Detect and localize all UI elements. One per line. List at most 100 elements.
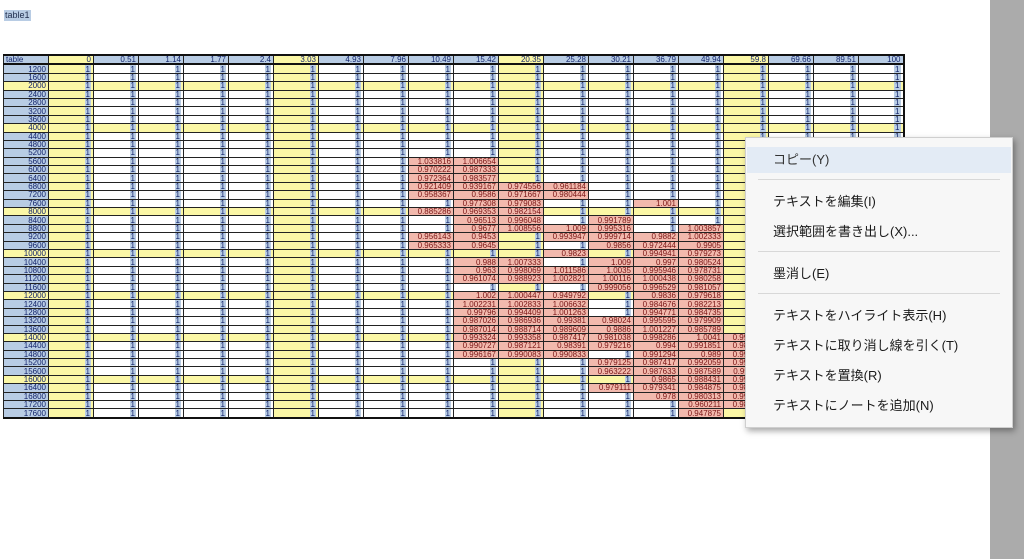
- table-cell: 1: [48, 139, 94, 150]
- cell-value: 1: [174, 224, 181, 233]
- table-cell: 1: [228, 391, 274, 402]
- table-cell: 1: [228, 332, 274, 343]
- table-cell: 1: [228, 274, 274, 284]
- cell-value: 1: [444, 325, 451, 334]
- cell-value: 1: [624, 81, 631, 91]
- table-cell: 1: [318, 265, 364, 276]
- cell-value: 1: [219, 358, 226, 367]
- menu-item-redact[interactable]: 墨消し(E): [773, 266, 830, 281]
- table-cell: 1: [543, 63, 589, 74]
- table-cell: 1: [183, 97, 229, 108]
- table-cell: 1: [453, 374, 499, 385]
- menu-item-add-note[interactable]: テキストにノートを追加(N): [773, 398, 934, 413]
- cell-value: 1: [534, 165, 541, 174]
- cell-value: 1: [624, 148, 631, 158]
- cell-value: 1: [579, 215, 586, 225]
- cell-value: 1: [894, 64, 901, 74]
- table-cell: 1: [228, 341, 274, 351]
- table-row: 3200 1 1 1 1 1 1 1 1 1 1 1 1 1 1 1 1 1 1 1: [3, 106, 905, 116]
- cell-value: 1: [534, 148, 541, 158]
- cell-value: 1: [849, 123, 856, 133]
- table-cell: 1: [93, 240, 139, 251]
- table-cell: 0.990083: [498, 349, 544, 360]
- table-cell: 1: [453, 366, 499, 376]
- row-header: 12800: [3, 307, 49, 318]
- cell-value: 1: [219, 64, 226, 74]
- cell-value: 1: [399, 64, 406, 74]
- cell-value: 1: [714, 81, 721, 91]
- table-cell: 0.987121: [498, 341, 544, 351]
- cell-value: 1: [264, 266, 271, 275]
- table-cell: 1: [633, 106, 679, 116]
- cell-value: 1: [489, 64, 496, 74]
- cell-value: 1: [174, 199, 181, 208]
- table-cell: 1: [363, 89, 409, 99]
- table-cell: 0.987014: [453, 324, 499, 334]
- table-cell: 0.996167: [453, 349, 499, 360]
- row-header: 11200: [3, 274, 49, 284]
- table-cell: 0.988923: [498, 274, 544, 284]
- cell-value: 1: [534, 106, 541, 116]
- table-cell: 1: [633, 89, 679, 99]
- table-cell: 1: [93, 366, 139, 376]
- menu-item-highlight-text[interactable]: テキストをハイライト表示(H): [773, 308, 947, 323]
- cell-value: 1: [579, 90, 586, 99]
- table-cell: 1: [273, 232, 319, 242]
- cell-value: 1: [264, 383, 271, 393]
- table-cell: 1: [723, 81, 769, 91]
- table-cell: 1: [138, 156, 184, 167]
- table-cell: 1: [363, 131, 409, 141]
- cell-value: 1: [129, 123, 136, 133]
- cell-value: 1: [354, 73, 361, 82]
- cell-value: 1: [129, 157, 136, 166]
- table-cell: 1: [48, 114, 94, 125]
- menu-item-export-selection[interactable]: 選択範囲を書き出し(X)...: [773, 224, 919, 239]
- table-cell: 1: [138, 399, 184, 410]
- cell-value: 1: [669, 408, 676, 418]
- table-cell: 1: [183, 265, 229, 276]
- table-cell: 1: [858, 114, 905, 125]
- cell-value: 1: [129, 274, 136, 284]
- table-cell: 1: [183, 366, 229, 376]
- table-cell: 1: [318, 349, 364, 360]
- table-cell: 1: [48, 240, 94, 251]
- row-header: 1600: [3, 72, 49, 83]
- cell-value: 1: [489, 73, 496, 82]
- table-cell: 0.987633: [633, 366, 679, 376]
- table-cell: 1: [93, 215, 139, 225]
- cell-value: 1: [309, 115, 316, 124]
- table-cell: 0.992059: [678, 358, 724, 368]
- table-cell: 1: [228, 165, 274, 175]
- table-cell: 1: [183, 207, 229, 217]
- cell-value: 1: [84, 383, 91, 393]
- table-cell: 0.979618: [678, 290, 724, 301]
- table-cell: 1: [813, 81, 859, 91]
- menu-item-copy[interactable]: コピー(Y): [747, 147, 1011, 173]
- menu-item-replace-text[interactable]: テキストを置換(R): [773, 368, 882, 383]
- cell-value: 1: [264, 308, 271, 317]
- cell-value: 1: [354, 157, 361, 166]
- cell-value: 1: [444, 123, 451, 133]
- table-cell: 0.99381: [543, 316, 589, 326]
- table-cell: 0.9886: [588, 324, 634, 334]
- table-cell: 1: [93, 248, 139, 259]
- table-cell: 1: [318, 391, 364, 402]
- table-cell: 1: [588, 81, 634, 91]
- cell-value: 1: [354, 182, 361, 191]
- table-cell: 1: [768, 63, 814, 74]
- table-cell: 1: [588, 190, 634, 200]
- table-cell: 1: [273, 240, 319, 251]
- cell-value: 1: [624, 308, 631, 317]
- table-cell: 1: [723, 106, 769, 116]
- table-cell: 1: [588, 72, 634, 83]
- table-cell: 1: [453, 408, 499, 419]
- table-cell: 1: [453, 248, 499, 259]
- menu-item-edit-text[interactable]: テキストを編集(I): [773, 194, 876, 209]
- cell-value: 1: [444, 316, 451, 325]
- cell-value: 1: [84, 375, 91, 384]
- table-cell: 0.979273: [678, 248, 724, 259]
- menu-item-strikethrough-text[interactable]: テキストに取り消し線を引く(T): [773, 338, 959, 353]
- table-cell: 0.979341: [633, 383, 679, 393]
- table-cell: 1: [183, 399, 229, 410]
- table-cell: 1: [678, 114, 724, 125]
